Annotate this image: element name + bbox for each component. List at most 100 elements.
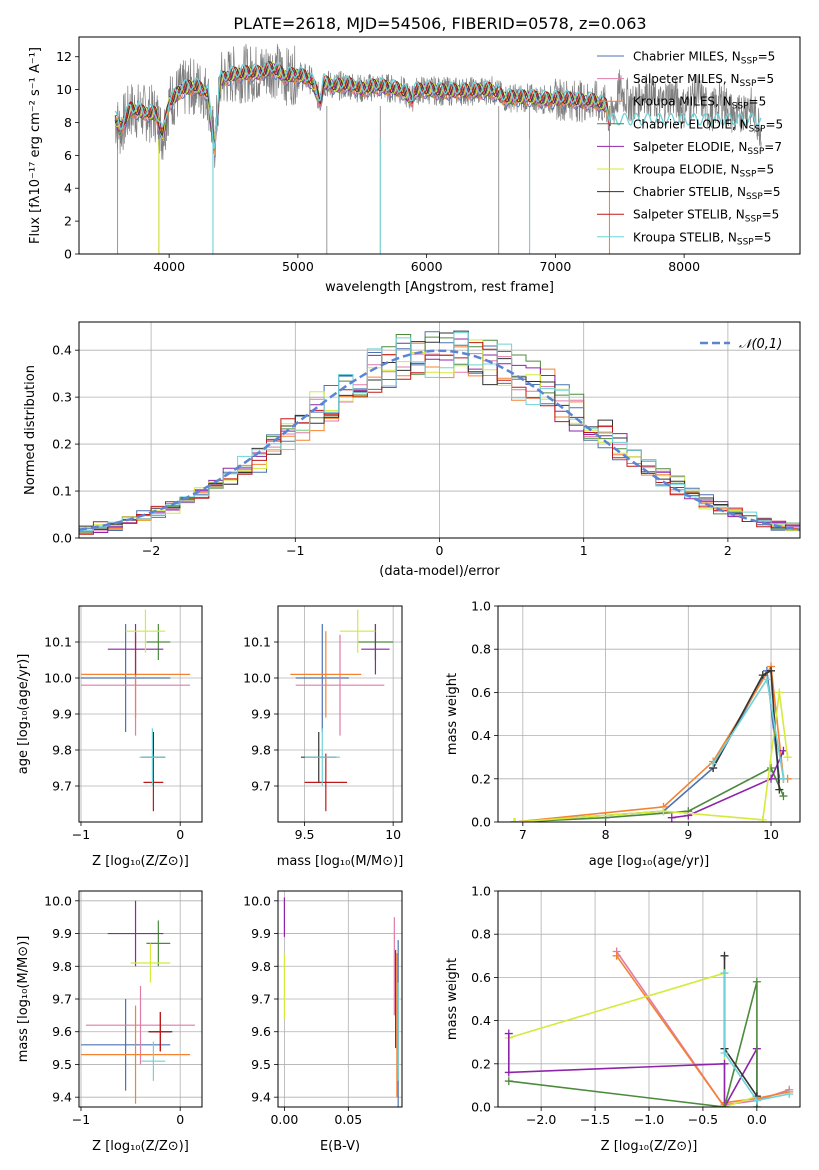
legend-label: Chabrier ELODIE, NSSP=5 — [633, 117, 783, 134]
x-tick-label: −1 — [286, 543, 304, 558]
y-tick-label: 9.6 — [251, 1024, 271, 1039]
weight-marker — [775, 688, 784, 697]
x-tick-label: −1.0 — [634, 1112, 664, 1127]
y-axis-label: Normed distribution — [23, 365, 38, 495]
weight-marker — [720, 1103, 729, 1107]
errorbar-point — [80, 1005, 191, 1104]
axes-frame — [497, 605, 801, 823]
legend-nssp-sub: SSP — [737, 237, 754, 247]
panel-z-weight: −2.0 −1.5 −1.0 −0.5 0.0 0.0 0.2 0.4 0.6 0.8 1.0 Z [… — [445, 884, 801, 1154]
y-tick-label: 10.1 — [44, 635, 72, 650]
y-tick-label: 0.0 — [471, 815, 491, 830]
x-tick-label: −1 — [72, 1112, 90, 1127]
legend-eq: = — [758, 50, 768, 64]
weight-marker — [504, 1068, 513, 1077]
y-tick-label: 9.5 — [52, 1057, 72, 1072]
y-tick-label: 9.8 — [52, 743, 72, 758]
weight-marker — [720, 1049, 729, 1057]
weight-marker — [762, 675, 771, 684]
errorbar-point — [80, 999, 171, 1091]
y-tick-label: 9.7 — [52, 779, 72, 794]
axes-frame — [78, 36, 801, 255]
weight-marker — [504, 1029, 513, 1038]
y-tick-label: 9.9 — [251, 707, 271, 722]
y-tick-label: 10.1 — [243, 635, 271, 650]
histogram-step — [79, 342, 800, 535]
errorbar-point — [146, 624, 171, 660]
x-tick-label: 8000 — [668, 259, 700, 274]
y-tick-label: 0.2 — [52, 437, 72, 452]
figure-title: PLATE=2618, MJD=54506, FIBERID=0578, z=0… — [233, 14, 646, 33]
legend-label: Salpeter MILES, NSSP=5 — [633, 72, 774, 89]
legend-label: 𝒩(0,1) — [739, 337, 782, 352]
x-tick-label: 9 — [684, 827, 692, 842]
weight-marker — [767, 764, 776, 772]
legend-model-name: Chabrier MILES — [633, 50, 724, 64]
weight-marker — [758, 815, 767, 822]
weight-line — [514, 766, 785, 822]
errorbar-point — [107, 624, 164, 675]
y-tick-label: 0.4 — [471, 728, 491, 743]
errorbar-point — [130, 943, 171, 983]
y-tick-label: 9.9 — [52, 707, 72, 722]
errorbar-point — [143, 753, 164, 812]
x-axis-label: age [log₁₀(age/yr)] — [589, 854, 710, 869]
legend-eq: = — [762, 208, 772, 222]
weight-marker — [667, 813, 676, 822]
legend-nssp-prefix: , N — [731, 140, 748, 154]
weight-line — [514, 668, 784, 822]
x-tick-label: 2 — [724, 543, 732, 558]
legend-eq: = — [765, 117, 775, 131]
spectrum-model-line — [114, 61, 610, 143]
y-tick-label: 0.0 — [471, 1100, 491, 1115]
errorbar-point — [361, 624, 390, 675]
weight-line — [723, 955, 758, 1097]
y-axis-label: mass weight — [445, 673, 460, 755]
errorbar-point — [304, 728, 340, 786]
y-tick-label: 9.8 — [251, 959, 271, 974]
x-tick-label: 0.0 — [747, 1112, 767, 1127]
panel-residuals: −2 −1 0 1 2 0.0 0.1 0.2 0.3 0.4 (data-model)/error… — [23, 321, 801, 579]
legend-label: Salpeter ELODIE, NSSP=7 — [633, 140, 782, 157]
legend-nssp-sub: SSP — [741, 57, 758, 67]
legend-nssp-sub: SSP — [745, 215, 762, 225]
x-tick-label: 10 — [385, 827, 401, 842]
weight-marker — [709, 759, 718, 768]
legend-nssp-value: 5 — [766, 72, 774, 86]
errorbar-point — [141, 1041, 166, 1081]
x-tick-label: 5000 — [282, 259, 314, 274]
x-axis-label: Z [log₁₀(Z/Z⊙)] — [92, 854, 189, 869]
legend-label: Chabrier STELIB, NSSP=5 — [633, 185, 781, 202]
weight-line — [508, 972, 758, 1107]
panel-spectrum: 4000 5000 6000 7000 8000 0 2 4 6 8 10 12 wavelength … — [28, 36, 801, 295]
y-axis-label: Flux [fλ10⁻¹⁷ erg cm⁻² s⁻¹ A⁻¹] — [28, 47, 43, 244]
legend-eq: = — [756, 72, 766, 86]
errorbar-point — [290, 631, 362, 718]
y-tick-label: 0.3 — [52, 390, 72, 405]
y-tick-label: 10.0 — [243, 671, 271, 686]
legend-nssp-prefix: , N — [732, 117, 749, 131]
legend-eq: = — [754, 230, 764, 244]
y-tick-label: 9.7 — [52, 992, 72, 1007]
legend-label: Kroupa STELIB, NSSP=5 — [633, 230, 771, 247]
legend-label: Chabrier MILES, NSSP=5 — [633, 50, 775, 67]
x-tick-label: 4000 — [153, 259, 185, 274]
panel-age-weight: 7 8 9 10 0.0 0.2 0.4 0.6 0.8 1.0 age [log₁₀(age/yr… — [445, 599, 801, 869]
plot-area — [80, 900, 196, 1104]
weight-marker — [659, 807, 668, 816]
legend-nssp-value: 5 — [759, 95, 767, 109]
weight-marker — [767, 666, 776, 675]
legend-nssp-value: 5 — [772, 208, 780, 222]
legend-nssp-value: 5 — [766, 163, 774, 177]
y-axis-label: age [log₁₀(age/yr)] — [16, 654, 31, 775]
legend-nssp-sub: SSP — [732, 102, 749, 112]
x-axis-label: mass [log₁₀(M/M⊙)] — [277, 854, 404, 869]
weight-line — [514, 664, 788, 822]
y-tick-label: 6 — [64, 148, 72, 163]
weight-marker — [720, 951, 729, 960]
x-tick-label: −1 — [72, 827, 90, 842]
plot-area — [290, 609, 394, 812]
y-tick-label: 10 — [56, 82, 72, 97]
weight-line — [508, 981, 758, 1107]
y-tick-label: 0.2 — [471, 771, 491, 786]
